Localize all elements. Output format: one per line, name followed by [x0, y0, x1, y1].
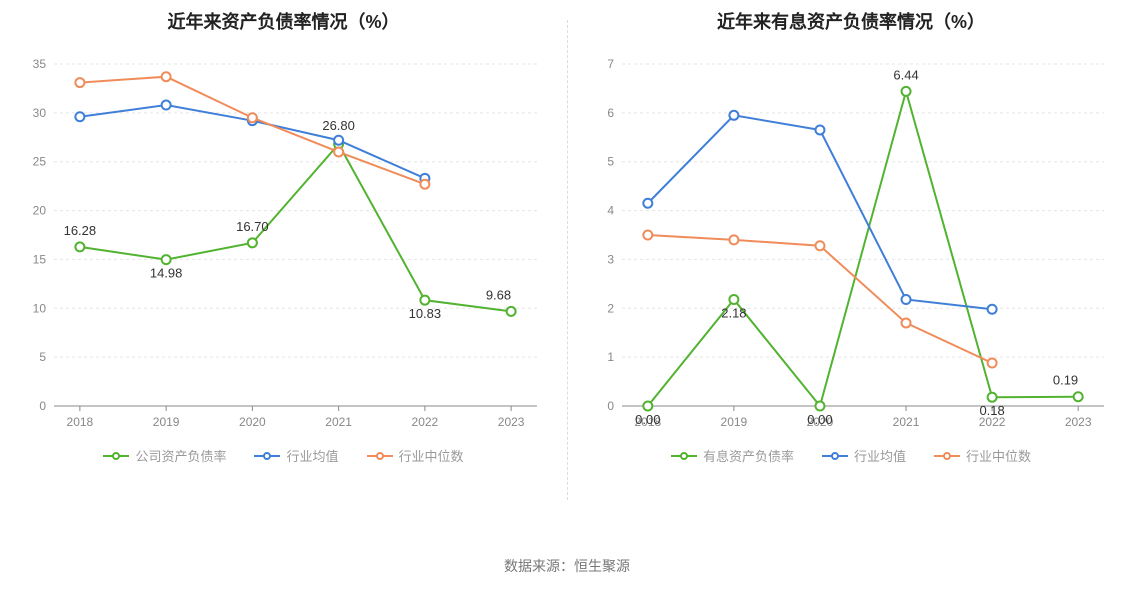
right-chart-title: 近年来有息资产负债率情况（%）: [580, 8, 1122, 34]
chart-svg: 012345672018201920202021202220230.002.18…: [580, 46, 1122, 436]
data-label: 0.00: [635, 412, 660, 427]
series-marker-company: [902, 87, 911, 96]
right-panel: 近年来有息资产负债率情况（%） 012345672018201920202021…: [568, 0, 1134, 530]
x-tick-label: 2023: [498, 415, 525, 429]
data-label: 26.80: [322, 118, 355, 133]
legend-swatch: [367, 449, 393, 463]
series-marker-industry_avg: [988, 305, 997, 314]
series-marker-industry_avg: [162, 101, 171, 110]
legend-swatch: [934, 449, 960, 463]
legend-item-industry_median[interactable]: 行业中位数: [934, 446, 1031, 465]
right-chart-plot: 012345672018201920202021202220230.002.18…: [580, 46, 1122, 436]
series-marker-company: [162, 255, 171, 264]
legend-swatch: [103, 449, 129, 463]
legend-swatch: [254, 449, 280, 463]
y-tick-label: 0: [39, 399, 46, 413]
series-line-industry_median: [648, 235, 992, 363]
series-marker-industry_median: [334, 147, 343, 156]
legend-item-industry_avg[interactable]: 行业均值: [254, 446, 338, 465]
legend-label: 有息资产负债率: [703, 446, 794, 465]
series-marker-company: [815, 402, 824, 411]
x-tick-label: 2022: [412, 415, 439, 429]
x-tick-label: 2021: [325, 415, 352, 429]
data-label: 10.83: [409, 306, 442, 321]
data-label: 0.18: [979, 403, 1004, 418]
data-label: 2.18: [721, 305, 746, 320]
x-tick-label: 2023: [1065, 415, 1092, 429]
series-marker-industry_median: [75, 78, 84, 87]
series-marker-industry_median: [162, 72, 171, 81]
series-marker-company: [729, 295, 738, 304]
series-line-company: [80, 144, 511, 311]
y-tick-label: 30: [33, 106, 47, 120]
legend-item-company[interactable]: 公司资产负债率: [103, 446, 226, 465]
y-tick-label: 6: [607, 106, 614, 120]
series-marker-industry_avg: [729, 111, 738, 120]
series-marker-company: [643, 402, 652, 411]
y-tick-label: 35: [33, 57, 47, 71]
series-marker-industry_median: [902, 318, 911, 327]
data-label: 9.68: [486, 287, 511, 302]
x-tick-label: 2021: [893, 415, 920, 429]
series-marker-company: [988, 393, 997, 402]
legend-label: 行业均值: [854, 446, 906, 465]
chart-svg: 0 5 10 15 20 25 30 35 2018 2019 2020 2021 2022 2023 16…: [12, 46, 555, 436]
legend-label: 行业中位数: [399, 446, 464, 465]
y-tick-label: 10: [33, 301, 47, 315]
legend-item-company[interactable]: 有息资产负债率: [671, 446, 794, 465]
y-tick-label: 5: [607, 155, 614, 169]
series-line-industry_median: [80, 77, 425, 184]
y-tick-label: 7: [607, 57, 614, 71]
series-marker-company: [248, 238, 257, 247]
legend-label: 行业均值: [286, 446, 338, 465]
legend-swatch: [671, 449, 697, 463]
left-chart-legend: 公司资产负债率 行业均值 行业中位数: [12, 446, 555, 465]
series-marker-industry_avg: [334, 136, 343, 145]
series-marker-industry_avg: [902, 295, 911, 304]
data-label: 0.19: [1053, 373, 1078, 388]
left-chart-plot: 0 5 10 15 20 25 30 35 2018 2019 2020 2021 2022 2023 16…: [12, 46, 555, 436]
series-marker-industry_median: [988, 359, 997, 368]
y-tick-label: 15: [33, 252, 47, 266]
y-tick-label: 20: [33, 204, 47, 218]
series-marker-company: [507, 307, 516, 316]
y-tick-label: 0: [607, 399, 614, 413]
data-label: 0.00: [807, 412, 832, 427]
series-marker-industry_avg: [815, 125, 824, 134]
series-marker-industry_avg: [75, 112, 84, 121]
left-panel: 近年来资产负债率情况（%） 0 5 10 15 20 25 30 35 2018 2019 2020…: [0, 0, 567, 530]
y-tick-label: 1: [607, 350, 614, 364]
legend-label: 公司资产负债率: [135, 446, 226, 465]
series-marker-industry_median: [420, 180, 429, 189]
series-marker-industry_median: [815, 241, 824, 250]
x-tick-label: 2019: [153, 415, 180, 429]
series-marker-industry_avg: [643, 199, 652, 208]
x-tick-label: 2018: [67, 415, 94, 429]
left-chart-title: 近年来资产负债率情况（%）: [12, 8, 555, 34]
legend-label: 行业中位数: [966, 446, 1031, 465]
legend-item-industry_median[interactable]: 行业中位数: [367, 446, 464, 465]
data-source-footer: 数据来源：恒生聚源: [0, 556, 1134, 576]
y-tick-label: 2: [607, 301, 614, 315]
right-chart-legend: 有息资产负债率 行业均值 行业中位数: [580, 446, 1122, 465]
x-tick-label: 2020: [239, 415, 266, 429]
data-label: 16.70: [236, 219, 269, 234]
x-tick-label: 2019: [721, 415, 748, 429]
legend-item-industry_avg[interactable]: 行业均值: [822, 446, 906, 465]
series-marker-company: [420, 296, 429, 305]
y-tick-label: 4: [607, 204, 614, 218]
series-marker-industry_median: [729, 235, 738, 244]
series-marker-industry_median: [248, 113, 257, 122]
legend-swatch: [822, 449, 848, 463]
y-tick-label: 25: [33, 155, 47, 169]
series-marker-company: [1074, 392, 1083, 401]
series-marker-industry_median: [643, 231, 652, 240]
charts-row: 近年来资产负债率情况（%） 05101520253035201820192020…: [0, 0, 1134, 530]
data-label: 16.28: [64, 223, 97, 238]
y-tick-label: 3: [607, 252, 614, 266]
data-label: 6.44: [893, 67, 918, 82]
data-label: 14.98: [150, 266, 183, 281]
y-tick-label: 5: [39, 350, 46, 364]
series-marker-company: [75, 242, 84, 251]
